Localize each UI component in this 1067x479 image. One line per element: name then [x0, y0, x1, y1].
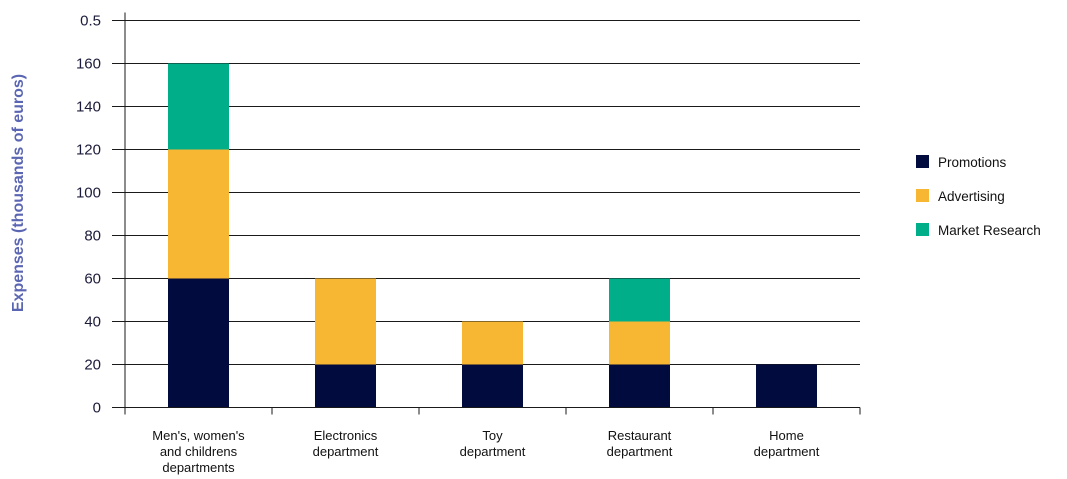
bar-segment [315, 278, 376, 365]
y-tick-label: 80 [84, 228, 101, 245]
x-tick-label: Electronics department [313, 428, 379, 459]
legend-swatch [916, 223, 929, 236]
legend-label: Promotions [938, 155, 1007, 170]
y-tick-label: 140 [76, 99, 101, 116]
legend: Promotions Advertising Market Research [916, 155, 1041, 238]
legend-swatch [916, 189, 929, 202]
x-tick-label: Restaurant department [607, 428, 673, 459]
bar-segment [609, 321, 670, 365]
x-tick-label: Men's, women's and childrens departments [152, 428, 245, 475]
bar-segment [315, 364, 376, 408]
bar-segment [462, 321, 523, 365]
y-tick-label: 20 [84, 357, 101, 374]
bar-segment [609, 278, 670, 322]
y-tick-label: 100 [76, 185, 101, 202]
bar-segment [609, 364, 670, 408]
bar-segment [168, 149, 229, 279]
y-tick-label: 0.5 [80, 13, 101, 30]
x-tick-labels: Men's, women's and childrens departments El… [152, 428, 819, 475]
bar-segment [168, 278, 229, 408]
bar-segment [168, 63, 229, 150]
x-tick-label: Toy department [460, 428, 526, 459]
grid-lines [112, 20, 860, 365]
y-tick-label: 0 [93, 400, 101, 417]
y-tick-label: 120 [76, 142, 101, 159]
x-tick-label: Home department [754, 428, 820, 459]
legend-swatch [916, 155, 929, 168]
y-tick-label: 60 [84, 271, 101, 288]
legend-label: Market Research [938, 223, 1041, 238]
legend-label: Advertising [938, 189, 1005, 204]
bar-segment [462, 364, 523, 408]
y-tick-labels: 0 20 40 60 80 100 120 140 160 0.5 [76, 13, 101, 417]
y-tick-label: 160 [76, 56, 101, 73]
y-axis-label: Expenses (thousands of euros) [10, 74, 27, 312]
bar-segment [756, 364, 817, 408]
y-tick-label: 40 [84, 314, 101, 331]
bars [168, 63, 817, 408]
axes [112, 12, 861, 415]
